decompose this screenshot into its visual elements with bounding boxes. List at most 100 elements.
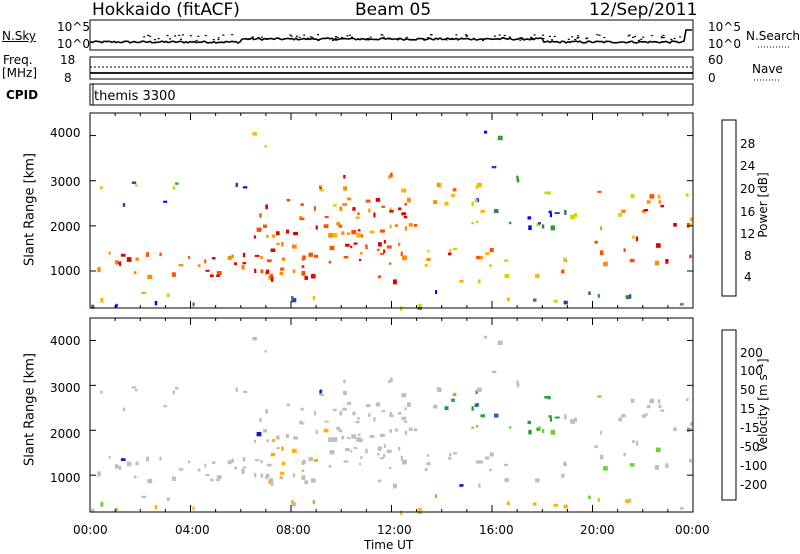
noise-search-dot [586,37,589,39]
power-cell [528,225,532,230]
velocity-cell [260,460,263,464]
velocity-cell [400,455,403,461]
power-cell [172,185,175,190]
power-cell [564,209,567,215]
power-cell [403,216,408,219]
power-cell [328,232,333,238]
freq-label: Freq. [3,53,33,67]
power-cell [286,229,290,234]
velocity-cell [414,428,418,432]
power-cell [621,209,626,213]
noise-search-dot [650,34,653,37]
velocity-cell [299,422,305,425]
noise-search-dot [576,37,579,39]
power-cell [319,185,322,189]
noise-search-dot [382,36,385,38]
velocity-cell [506,501,510,506]
velocity-cell [253,439,257,443]
noise-search-dot [628,34,631,36]
noise-search-dot [577,36,580,39]
noise-search-dot [251,36,254,38]
power-cell [241,264,245,270]
power-cell [280,267,285,271]
power-cell [418,303,422,307]
velocity-cell [480,414,486,418]
power-cell [665,259,669,264]
velocity-cell [332,408,337,412]
noise-search-dot [169,38,172,40]
noise-search-dot [427,37,430,39]
power-cell [535,274,540,279]
power-cell [597,293,600,298]
velocity-cell [378,446,382,451]
velocity-heatmap-cells [91,335,693,515]
velocity-cell [404,430,407,436]
power-cell [343,174,346,179]
power-ytick-4000: 4000 [50,126,81,140]
velocity-cell [292,473,296,478]
noise-search-dot [212,39,215,41]
velocity-cell [597,497,600,502]
power-cell [389,210,394,213]
power-cell [276,231,280,236]
power-cell [375,197,381,202]
power-cell [332,204,337,207]
power-cell [188,256,191,259]
velocity-cell [197,468,201,472]
power-cell [235,182,238,187]
noise-strip [89,19,790,51]
velocity-cell [418,507,422,511]
power-cell [377,248,380,252]
velocity-cell [690,421,693,427]
noise-search-dot [309,36,312,38]
velocity-cell [204,463,207,468]
power-cell [319,188,324,192]
power-heatmap-cells [91,130,693,311]
velocity-cbar-tick-200: 200 [740,346,763,360]
power-cell [134,184,138,187]
noise-search-dot [143,36,146,38]
power-cell [91,304,95,309]
power-cell [242,252,246,258]
velocity-cell [188,460,191,464]
velocity-cell [389,429,392,433]
noise-search-dot [603,36,606,39]
velocity-cell [108,456,111,459]
power-cell [686,193,689,197]
velocity-cell [436,387,440,392]
velocity-cell [621,414,626,418]
velocity-cell [407,402,411,407]
noise-search-dot [336,36,339,39]
noise-search-dot [481,39,484,42]
velocity-cell [451,398,455,402]
velocity-cell [660,409,665,412]
noise-search-dot [231,34,234,36]
power-cell [485,252,490,256]
power-cell [119,261,122,267]
velocity-cell [259,417,262,423]
power-cell [489,264,492,267]
power-cell [266,259,272,263]
velocity-cell [398,446,401,451]
velocity-cell [379,433,385,437]
power-cell [178,264,184,267]
velocity-cbar-tick-m50: -50 [740,440,760,454]
power-cell [315,225,318,230]
power-cell [281,242,284,247]
power-cell [373,212,376,218]
power-cell [279,271,284,276]
velocity-cell [549,417,552,422]
velocity-cell [291,502,297,507]
velocity-cell [536,427,541,431]
noise-search-dot [334,36,337,38]
power-cell [286,198,291,202]
velocity-cell [504,478,509,483]
power-cell [427,249,430,253]
velocity-cell [343,460,349,463]
velocity-cell [205,474,210,476]
power-cell [414,223,418,227]
noise-search-dot [197,35,200,37]
velocity-cell [554,416,560,419]
velocity-cell [120,458,126,461]
